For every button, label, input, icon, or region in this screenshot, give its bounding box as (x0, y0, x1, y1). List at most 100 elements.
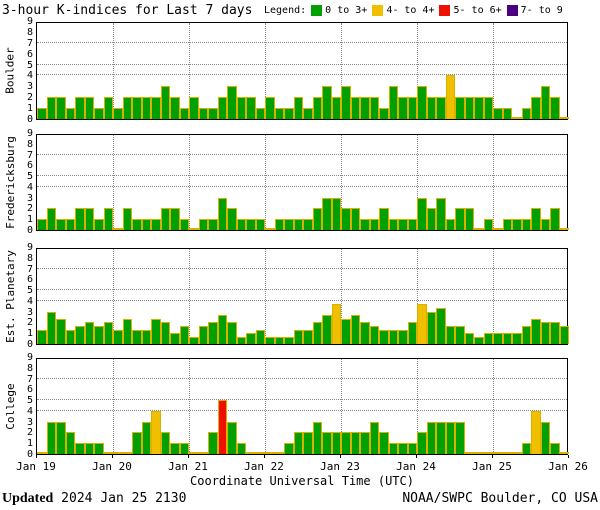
x-day-tick (188, 455, 189, 458)
y-tick-label: 1 (26, 103, 33, 115)
k-index-bar (407, 219, 417, 230)
k-index-bar (474, 228, 484, 230)
k-index-bar (122, 208, 132, 230)
y-tick-label: 3 (26, 192, 33, 204)
k-index-bar (113, 452, 123, 454)
y-tick-label: 2 (26, 427, 33, 439)
gridline-day (493, 359, 494, 454)
k-index-bar (464, 333, 474, 344)
gridline-day (113, 135, 114, 230)
k-index-bar (512, 219, 522, 230)
k-index-bar (94, 326, 104, 344)
k-index-bar (236, 97, 246, 119)
k-index-bar (559, 117, 569, 119)
yellow-swatch-icon (372, 5, 384, 16)
k-index-bar (227, 86, 237, 119)
k-index-bar (350, 315, 360, 344)
y-tick-label: 8 (26, 362, 33, 374)
k-index-bar (56, 421, 66, 454)
k-index-bar (407, 443, 417, 454)
k-index-bar (474, 336, 484, 344)
k-index-bar (312, 97, 322, 119)
k-index-bar (113, 329, 123, 344)
gridline-k7 (37, 267, 567, 269)
k-index-bar (246, 333, 256, 344)
k-index-bar (75, 326, 85, 344)
gridline-k7 (37, 377, 567, 379)
y-tick-label: 4 (26, 70, 33, 82)
k-index-bar (113, 228, 123, 230)
x-tick-label: Jan 21 (168, 460, 208, 473)
k-index-bar (360, 97, 370, 119)
k-index-bar (350, 208, 360, 230)
gridline-day (493, 135, 494, 230)
k-index-bar (360, 322, 370, 344)
k-index-bar (141, 97, 151, 119)
k-index-bar (512, 333, 522, 344)
k-index-bar (255, 108, 265, 119)
k-index-bar (179, 108, 189, 119)
legend-item-green: 0 to 3+ (311, 5, 367, 16)
k-index-bar (293, 97, 303, 119)
legend-label: Legend: (264, 5, 307, 16)
k-index-bar (455, 208, 465, 230)
k-index-bar (103, 452, 113, 454)
x-day-tick (492, 455, 493, 458)
k-index-bar (94, 219, 104, 230)
y-tick-label: 3 (26, 416, 33, 428)
y-tick-label: 9 (26, 352, 33, 363)
gridline-day (341, 135, 342, 230)
y-tick-label: 8 (26, 252, 33, 264)
k-index-bar (426, 97, 436, 119)
gridline-day (113, 23, 114, 119)
k-index-bar (312, 322, 322, 344)
k-index-bar (170, 97, 180, 119)
gridline-k7 (37, 41, 567, 43)
k-index-bar (445, 75, 455, 119)
panel-college (36, 358, 569, 455)
y-tick-label: 1 (26, 438, 33, 450)
panel-est-planetary (36, 248, 569, 345)
k-index-bar (246, 452, 256, 454)
k-index-bar (255, 219, 265, 230)
k-index-bar (512, 452, 522, 454)
k-index-bar (103, 322, 113, 344)
k-index-bar (246, 219, 256, 230)
y-tick-label: 9 (26, 16, 33, 27)
k-index-bar (94, 443, 104, 454)
k-index-bar (483, 333, 493, 344)
k-index-bar (132, 432, 142, 454)
y-tick-label: 5 (26, 59, 33, 71)
k-index-bar (265, 228, 275, 230)
k-index-bar (502, 452, 512, 454)
k-index-bar (293, 432, 303, 454)
y-tick-label: 6 (26, 160, 33, 172)
k-index-bar (417, 304, 427, 344)
credit-text: NOAA/SWPC Boulder, CO USA (402, 491, 598, 506)
x-day-tick (112, 455, 113, 458)
k-index-bar (265, 336, 275, 344)
k-index-bar (46, 311, 56, 344)
legend-item-yellow: 4- to 4+ (372, 5, 434, 16)
k-index-bar (360, 219, 370, 230)
x-day-tick (568, 455, 569, 458)
k-index-bar (388, 329, 398, 344)
k-index-bar (360, 432, 370, 454)
k-index-bar (198, 326, 208, 344)
k-index-bar (65, 432, 75, 454)
legend-item-label: 4- to 4+ (386, 5, 435, 16)
k-index-bar (550, 443, 560, 454)
y-tick-label: 7 (26, 263, 33, 275)
k-index-bar (531, 410, 541, 454)
station-label: Est. Planetary (3, 249, 17, 343)
k-index-bar (151, 410, 161, 454)
y-tick-label: 9 (26, 242, 33, 253)
k-index-bar (236, 443, 246, 454)
station-label: College (3, 382, 17, 430)
k-index-bar (322, 86, 332, 119)
x-tick-label: Jan 25 (472, 460, 512, 473)
y-tick-label: 4 (26, 405, 33, 417)
k-index-bar (417, 86, 427, 119)
gridline-day (189, 23, 190, 119)
k-index-bar (521, 326, 531, 344)
